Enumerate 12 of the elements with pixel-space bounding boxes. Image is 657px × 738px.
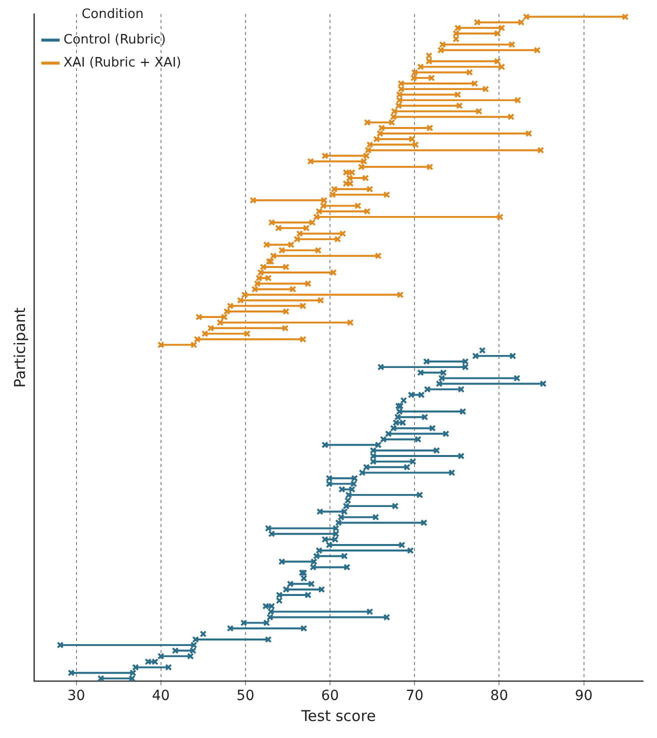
legend-title: Condition	[82, 6, 144, 22]
legend-label: Control (Rubric)	[64, 32, 166, 48]
x-tick-label: 80	[490, 688, 508, 704]
y-axis-title: Participant	[10, 307, 29, 388]
x-tick-label: 60	[321, 688, 339, 704]
x-tick-label: 90	[574, 688, 593, 704]
x-tick-label: 50	[236, 688, 254, 704]
x-tick-label: 70	[406, 688, 424, 704]
x-axis-title: Test score	[300, 706, 376, 725]
legend-label: XAI (Rubric + XAI)	[64, 55, 182, 70]
x-tick-label: 40	[152, 688, 170, 704]
x-tick-label: 30	[67, 688, 86, 704]
